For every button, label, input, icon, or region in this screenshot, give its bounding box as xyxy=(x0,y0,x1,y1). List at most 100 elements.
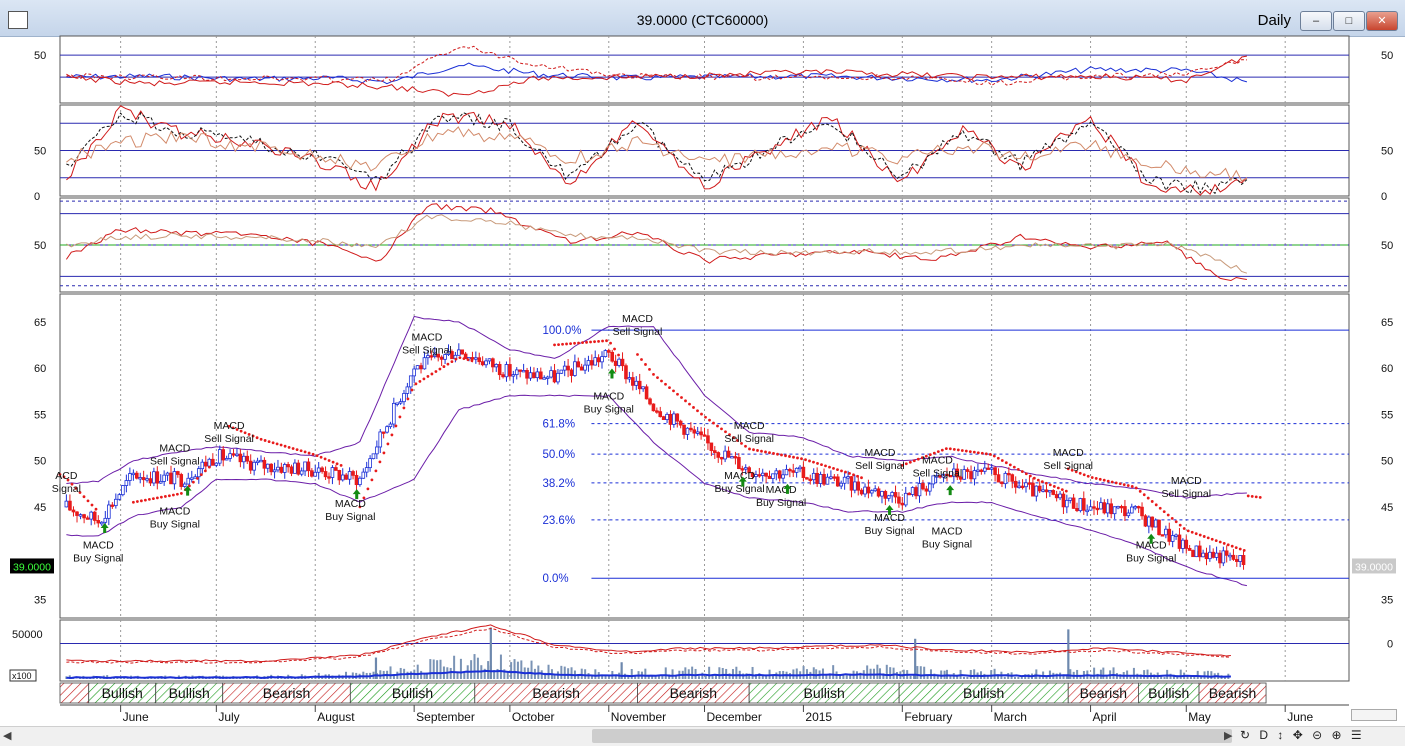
sar-dot xyxy=(957,449,960,452)
candle-body xyxy=(560,370,563,373)
sar-dot xyxy=(840,469,843,472)
candle-body xyxy=(693,430,696,433)
candle-body xyxy=(173,472,176,484)
sar-dot xyxy=(1021,470,1024,473)
candle-body xyxy=(870,491,873,493)
candle-body xyxy=(121,486,124,495)
candle-body xyxy=(628,378,631,380)
candle-body xyxy=(761,473,764,475)
volume-bar xyxy=(1133,668,1135,679)
candle-body xyxy=(294,463,297,473)
candle-body xyxy=(850,477,853,491)
scroll-box[interactable] xyxy=(1351,709,1397,721)
volume-bar xyxy=(1130,677,1132,679)
sar-dot xyxy=(375,470,378,473)
candle-body xyxy=(652,404,655,411)
sar-dot xyxy=(1151,500,1154,503)
candle-body xyxy=(1048,490,1051,492)
candle-body xyxy=(1031,483,1034,496)
sar-dot xyxy=(367,488,370,491)
volume-bar xyxy=(520,660,522,679)
candle-body xyxy=(481,362,484,365)
candle-body xyxy=(529,373,532,378)
volume-bar xyxy=(548,665,550,679)
sar-dot xyxy=(989,453,992,456)
horizontal-scrollbar[interactable]: ◀ ▶ ↻ D ↕ ✥ ⊝ ⊕ ☰ xyxy=(0,726,1405,746)
sar-dot xyxy=(557,343,560,346)
volume-bar xyxy=(1207,671,1209,679)
sar-dot xyxy=(300,449,303,452)
candle-body xyxy=(1134,506,1137,508)
candle-body xyxy=(611,352,614,361)
candle-body xyxy=(918,484,921,496)
sar-dot xyxy=(1163,510,1166,513)
sar-dot xyxy=(83,495,86,498)
volume-bar xyxy=(440,660,442,679)
candle-body xyxy=(65,501,68,507)
volume-bar xyxy=(994,669,996,679)
volume-bar xyxy=(920,666,922,679)
candle-body xyxy=(79,515,82,517)
candle-body xyxy=(1055,495,1058,498)
x-tick-label: June xyxy=(123,710,149,724)
x-tick-label: September xyxy=(416,710,475,724)
sar-dot xyxy=(208,466,211,469)
candle-body xyxy=(420,366,423,369)
volume-bar xyxy=(796,668,798,679)
sar-dot xyxy=(1095,477,1098,480)
scroll-left-arrow-icon[interactable]: ◀ xyxy=(3,729,11,742)
sar-dot xyxy=(1115,481,1118,484)
sar-dot xyxy=(593,340,596,343)
candle-body xyxy=(543,378,546,380)
sar-dot xyxy=(937,450,940,453)
sar-dot xyxy=(1111,481,1114,484)
volume-bar xyxy=(407,672,409,679)
candle-body xyxy=(1065,500,1068,507)
sar-dot xyxy=(435,370,438,373)
fibonacci-label: 38.2% xyxy=(542,478,575,490)
signal-annotation: Buy Signal xyxy=(1126,553,1176,565)
scroll-right-arrow-icon[interactable]: ▶ xyxy=(1224,729,1232,742)
chart-toolbar-icons[interactable]: ↻ D ↕ ✥ ⊝ ⊕ ☰ xyxy=(1240,728,1365,742)
volume-bar xyxy=(1210,671,1212,679)
signal-annotation: Sell Signal xyxy=(1161,488,1211,500)
candle-body xyxy=(567,366,570,370)
sar-dot xyxy=(1083,473,1086,476)
candle-body xyxy=(621,359,624,365)
candle-body xyxy=(570,370,573,376)
candle-body xyxy=(785,469,788,474)
candle-body xyxy=(1168,529,1171,541)
candle-body xyxy=(135,473,138,478)
volume-bar xyxy=(433,660,435,679)
candle-body xyxy=(778,471,781,478)
candle-body xyxy=(843,477,846,483)
sar-dot xyxy=(383,452,386,455)
sar-dot xyxy=(1155,503,1158,506)
candle-body xyxy=(720,457,723,459)
candle-body xyxy=(416,366,419,369)
sar-dot xyxy=(977,451,980,454)
scroll-thumb[interactable] xyxy=(592,729,1232,743)
candle-body xyxy=(392,403,395,424)
volume-bar xyxy=(923,667,925,679)
volume-bar xyxy=(684,667,686,679)
candle-body xyxy=(877,489,880,496)
volume-bar xyxy=(889,667,891,679)
sar-dot xyxy=(443,365,446,368)
sar-dot xyxy=(403,407,406,410)
candle-body xyxy=(590,361,593,366)
candle-body xyxy=(1212,552,1215,557)
signal-annotation: Buy Signal xyxy=(150,518,200,530)
volume-bar xyxy=(815,669,817,679)
sar-dot xyxy=(212,462,215,465)
candle-body xyxy=(142,477,145,479)
sar-dot xyxy=(411,389,414,392)
sar-dot xyxy=(784,454,787,457)
candle-body xyxy=(1158,520,1161,535)
candle-body xyxy=(474,358,477,360)
signal-annotation: Sell Signal xyxy=(402,344,452,356)
candle-body xyxy=(717,453,720,458)
sar-dot xyxy=(652,373,655,376)
sar-dot xyxy=(439,368,442,371)
